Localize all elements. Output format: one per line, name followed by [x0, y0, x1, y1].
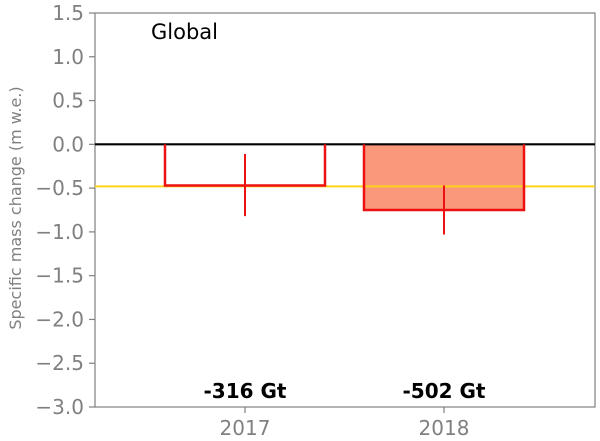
y-tick-label: 0.0 [52, 132, 84, 156]
y-axis-label: Specific mass change (m w.e.) [6, 86, 25, 329]
y-tick-label: −3.0 [35, 395, 84, 419]
y-tick-label: 1.0 [52, 45, 84, 69]
axes-frame [94, 12, 596, 408]
y-tick-label: −2.5 [35, 351, 84, 375]
y-tick-label: −1.5 [35, 264, 84, 288]
mass-label-2017: -316 Gt [204, 379, 287, 403]
y-tick-label: 0.5 [52, 89, 84, 113]
x-tick-label: 2018 [419, 416, 470, 440]
x-tick-label: 2017 [220, 416, 271, 440]
y-tick-label: −1.0 [35, 220, 84, 244]
y-tick-label: 1.5 [52, 1, 84, 25]
mass-label-2018: -502 Gt [403, 379, 486, 403]
y-tick-label: −0.5 [35, 176, 84, 200]
plot-area [89, 12, 596, 413]
chart-title: Global [151, 20, 218, 44]
y-tick-label: −2.0 [35, 307, 84, 331]
